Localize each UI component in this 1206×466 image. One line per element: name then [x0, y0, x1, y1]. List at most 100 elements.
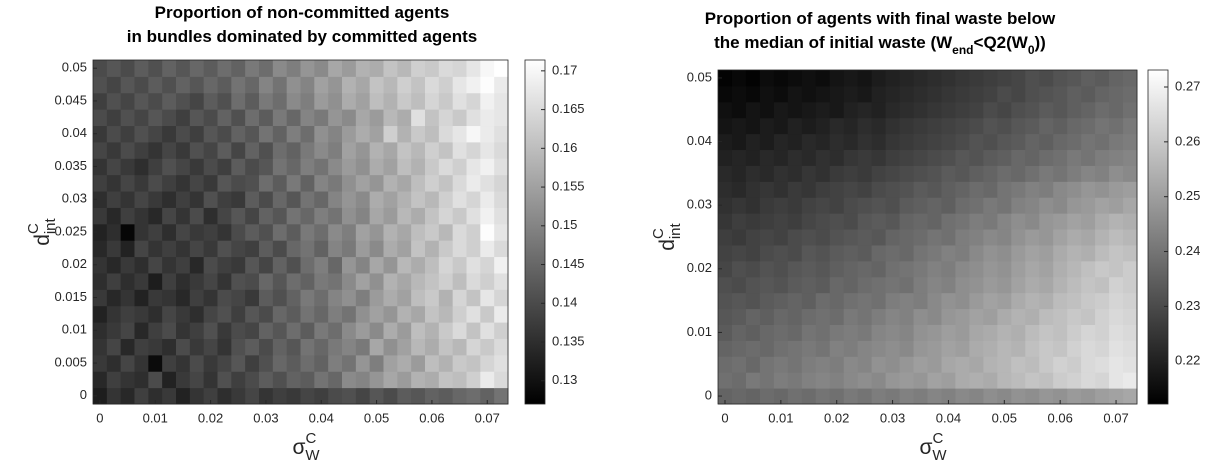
- cell: [1109, 356, 1124, 373]
- cell: [969, 133, 984, 151]
- cell: [1011, 340, 1026, 357]
- cell: [857, 181, 873, 198]
- cell: [1095, 101, 1110, 119]
- cell: [969, 292, 984, 310]
- cell: [189, 354, 205, 372]
- cell: [1123, 85, 1138, 103]
- cell: [801, 356, 817, 373]
- cell: [1067, 70, 1082, 87]
- cell: [829, 213, 845, 230]
- cell: [397, 322, 412, 339]
- cell: [93, 92, 108, 110]
- cell: [203, 125, 218, 143]
- cell: [231, 191, 246, 208]
- cell: [871, 101, 887, 119]
- cell: [745, 85, 761, 103]
- cell: [969, 85, 984, 103]
- cell: [217, 371, 232, 389]
- cell: [745, 101, 761, 119]
- cell: [1109, 276, 1124, 294]
- cell: [801, 85, 817, 103]
- cell: [1123, 101, 1138, 119]
- cell: [452, 223, 467, 241]
- cell: [286, 387, 301, 405]
- cell: [466, 322, 481, 339]
- cell: [134, 322, 149, 339]
- cell: [1095, 244, 1110, 262]
- cell: [328, 322, 343, 339]
- cell: [272, 158, 288, 176]
- label-base: σ: [920, 436, 933, 459]
- cell: [773, 181, 789, 198]
- cell: [148, 191, 163, 208]
- cell: [148, 272, 163, 290]
- cell: [843, 372, 859, 389]
- cell: [997, 213, 1012, 230]
- cell: [718, 149, 733, 166]
- cell: [843, 213, 859, 230]
- cell: [955, 213, 970, 230]
- cell: [411, 92, 426, 110]
- cell: [259, 158, 274, 176]
- y-tick-label: 0.02: [62, 256, 87, 271]
- cell: [815, 340, 831, 357]
- cell: [466, 387, 481, 405]
- x-tick-label: 0.03: [253, 410, 278, 425]
- cell: [843, 117, 859, 135]
- cell: [300, 371, 315, 389]
- cell: [1039, 197, 1054, 214]
- cell: [1053, 85, 1068, 103]
- cell: [787, 388, 803, 405]
- cell: [466, 109, 481, 127]
- cell: [1039, 149, 1054, 166]
- cell: [829, 260, 845, 278]
- cell: [106, 240, 122, 258]
- cell: [189, 207, 205, 225]
- cell: [106, 207, 122, 225]
- cell: [342, 125, 357, 143]
- cell: [1067, 244, 1082, 262]
- cell: [745, 117, 761, 135]
- cell: [369, 223, 384, 241]
- cell: [272, 354, 288, 372]
- cell: [759, 213, 775, 230]
- cell: [857, 149, 873, 166]
- cell: [773, 372, 789, 389]
- cell: [300, 141, 315, 159]
- x-tick-label: 0.04: [309, 410, 334, 425]
- cell: [829, 356, 845, 373]
- cell: [231, 371, 246, 389]
- cell: [162, 207, 177, 225]
- cell: [425, 289, 440, 307]
- cell: [1109, 244, 1124, 262]
- cell: [494, 223, 509, 241]
- cell: [189, 371, 205, 389]
- cell: [913, 165, 928, 182]
- cell: [1039, 117, 1054, 135]
- cell: [759, 181, 775, 198]
- cell: [328, 207, 343, 225]
- cell: [955, 308, 970, 325]
- cell: [731, 388, 747, 405]
- cell: [120, 223, 135, 241]
- y-tick-label: 0.01: [687, 324, 712, 339]
- cell: [120, 256, 135, 274]
- cell: [843, 292, 859, 310]
- cell: [899, 356, 915, 373]
- cell: [231, 60, 246, 77]
- cell: [383, 272, 398, 290]
- colorbar-tick-label: 0.22: [1175, 353, 1200, 368]
- cell: [1095, 372, 1110, 389]
- chart-title: in bundles dominated by committed agents: [127, 27, 477, 46]
- cell: [997, 197, 1012, 214]
- cell: [355, 272, 371, 290]
- cell: [272, 387, 288, 405]
- cell: [1095, 70, 1110, 87]
- cell: [857, 70, 873, 87]
- cell: [969, 260, 984, 278]
- cell: [801, 149, 817, 166]
- cell: [983, 356, 998, 373]
- cell: [369, 125, 384, 143]
- label-base: σ: [293, 436, 306, 459]
- cell: [773, 324, 789, 341]
